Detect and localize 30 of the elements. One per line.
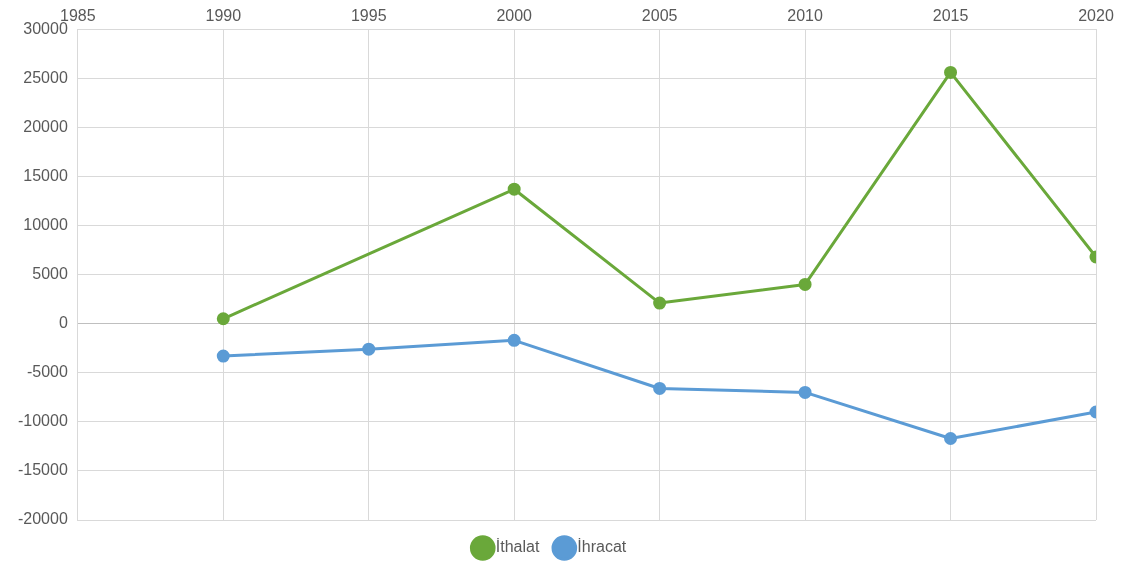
x-tick-label: 1995 bbox=[350, 7, 387, 25]
point bbox=[798, 277, 812, 291]
y-tick-label: 0 bbox=[58, 314, 68, 332]
x-tick-label: 2005 bbox=[641, 7, 678, 25]
y-tick-label: -20000 bbox=[17, 510, 68, 528]
point bbox=[507, 182, 521, 196]
y-tick-label: -15000 bbox=[17, 461, 68, 479]
y-tick-label: -10000 bbox=[17, 412, 68, 430]
point bbox=[944, 432, 958, 446]
x-tick-label: 2015 bbox=[932, 7, 969, 25]
point bbox=[216, 349, 230, 363]
x-tick-label: 2000 bbox=[496, 7, 533, 25]
legend-label: İthalat bbox=[495, 537, 540, 556]
point bbox=[362, 342, 376, 356]
x-tick-label: 2020 bbox=[1078, 7, 1114, 25]
y-tick-label: 25000 bbox=[23, 68, 68, 86]
point bbox=[653, 381, 667, 395]
point bbox=[798, 385, 812, 399]
y-tick-label: -5000 bbox=[26, 363, 68, 381]
y-tick-label: 20000 bbox=[23, 117, 68, 135]
y-tick-label: 10000 bbox=[23, 215, 68, 233]
x-tick-label: 2010 bbox=[787, 7, 823, 25]
x-tick-label: 1990 bbox=[205, 7, 242, 25]
point bbox=[216, 312, 230, 326]
y-tick-label: 5000 bbox=[32, 265, 68, 283]
y-tick-label: 15000 bbox=[23, 166, 68, 184]
point bbox=[653, 296, 667, 310]
point bbox=[944, 65, 958, 79]
point bbox=[507, 333, 521, 347]
legend-label: İhracat bbox=[577, 537, 627, 556]
